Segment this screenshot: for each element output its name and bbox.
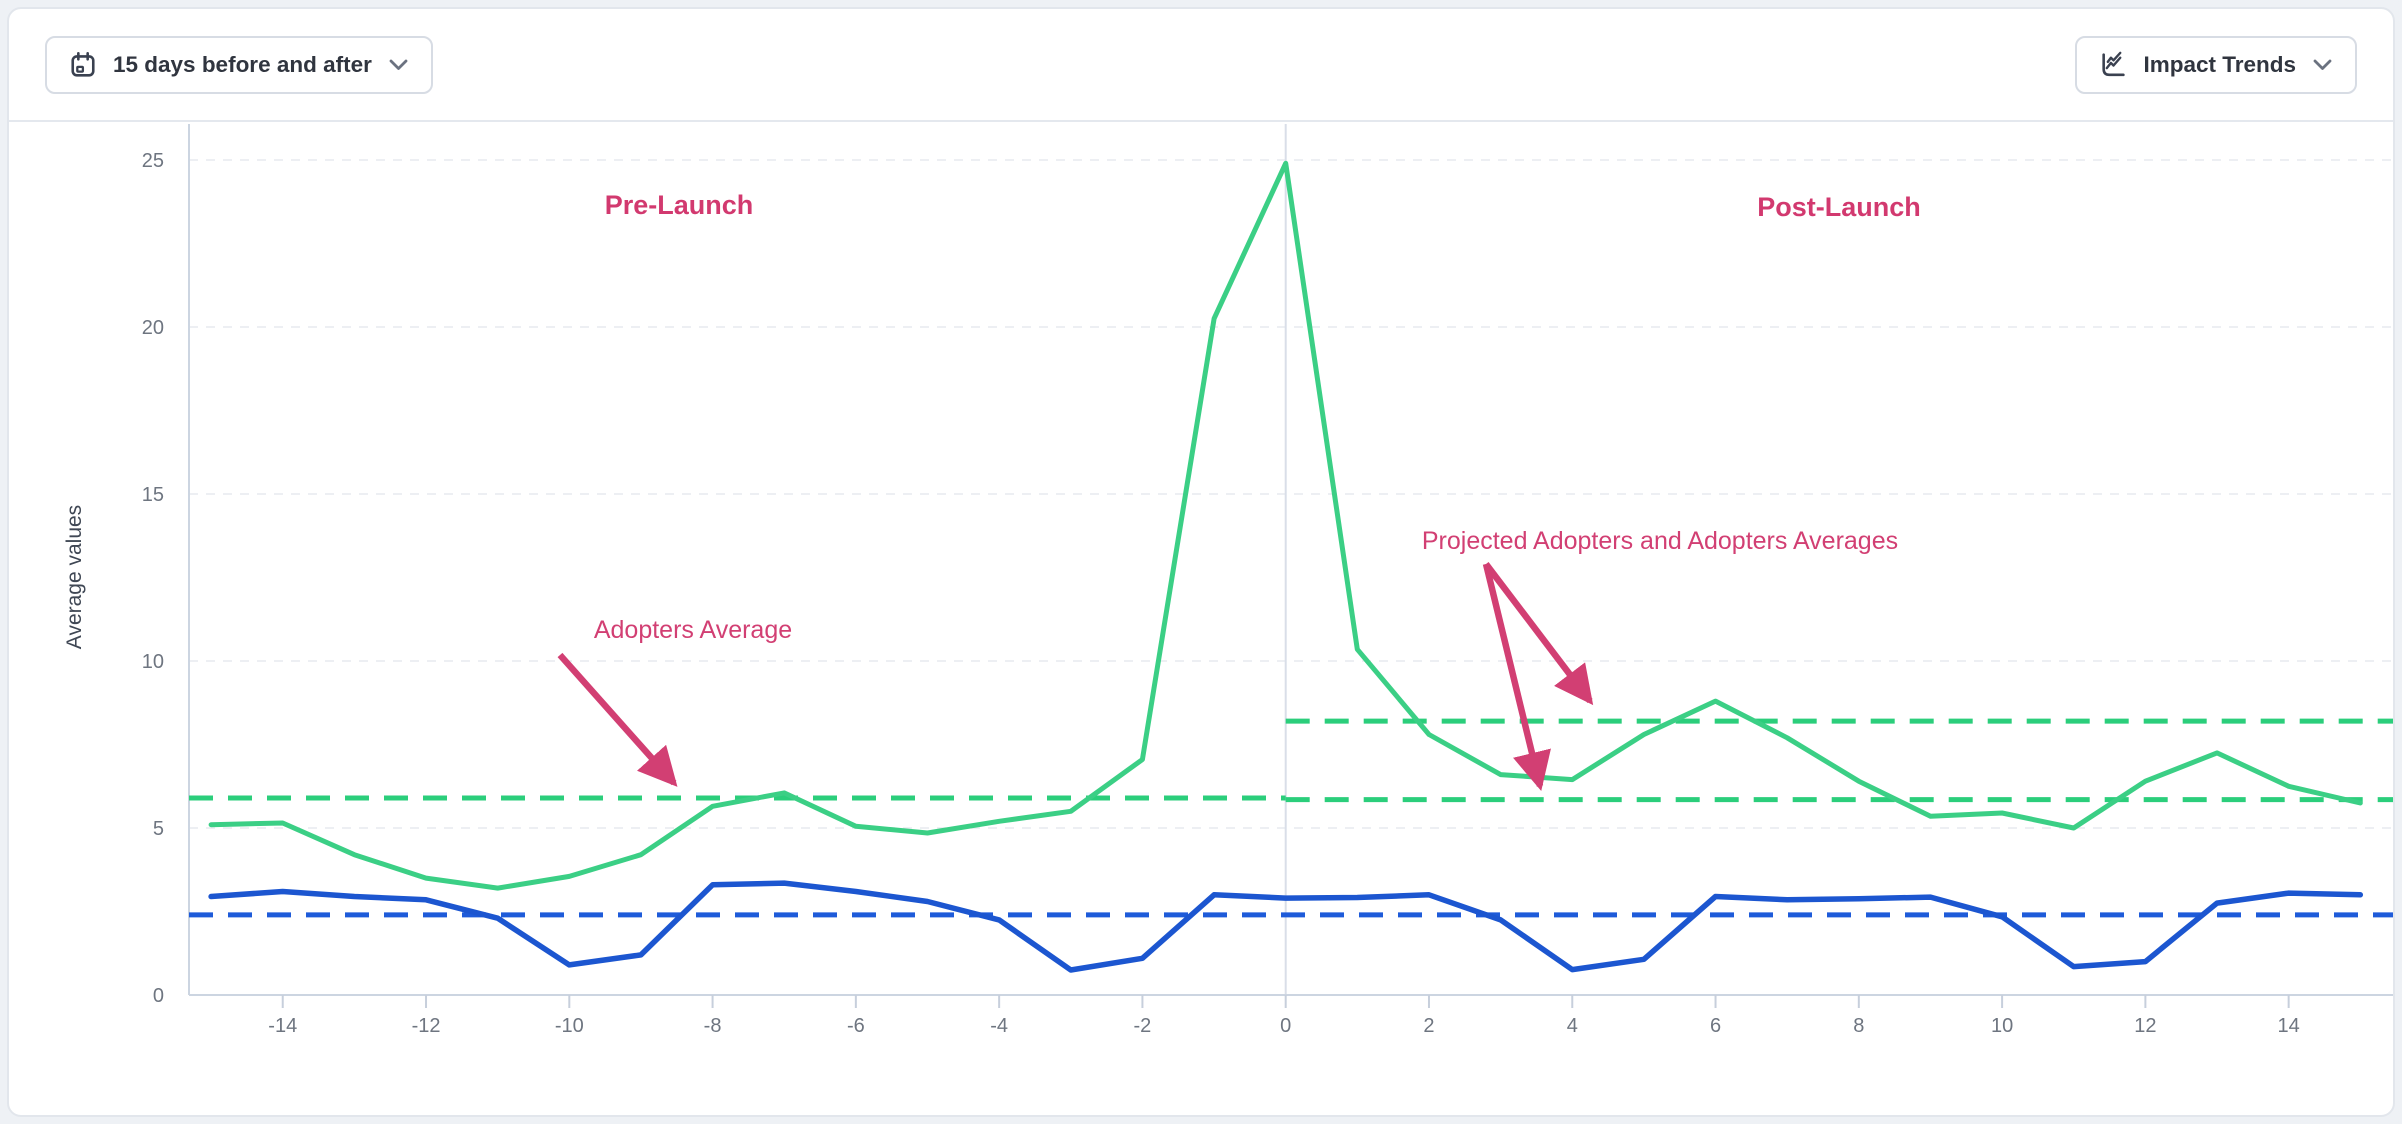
x-tick-label--4: -4 <box>990 1015 1008 1037</box>
x-tick-label--6: -6 <box>847 1015 865 1037</box>
secondary-line <box>208 880 2364 973</box>
chevron-down-icon <box>2312 57 2333 72</box>
y-tick-label-15: 15 <box>142 484 164 506</box>
calendar-icon <box>69 51 97 79</box>
chart-toolbar: 15 days before and after Impact Trends <box>9 9 2393 122</box>
impact-trends-chart: -14 -12 -10 -8 -6 -4 -2 0 2 4 6 8 10 12 14 0 5 10 15 20 25 Av… <box>9 122 2393 1115</box>
date-range-label: 15 days before and after <box>113 51 372 77</box>
x-tick-label-0: 0 <box>1280 1015 1291 1037</box>
y-axis-title: Average values <box>63 505 86 649</box>
adopters-line <box>208 160 2363 891</box>
x-tick-label-6: 6 <box>1710 1015 1721 1037</box>
y-tick-label-20: 20 <box>142 317 164 339</box>
chart-canvas: -14 -12 -10 -8 -6 -4 -2 0 2 4 6 8 10 12 14 0 5 10 15 20 25 Av… <box>63 124 2393 1037</box>
line-chart-icon <box>2099 51 2127 79</box>
x-tick-label-10: 10 <box>1991 1015 2013 1037</box>
projected-lower-arrow <box>1482 563 1551 792</box>
x-tick-label-2: 2 <box>1423 1015 1434 1037</box>
adopters-average-arrow <box>557 652 678 787</box>
x-tick-label--2: -2 <box>1134 1015 1152 1037</box>
y-tick-label-5: 5 <box>153 818 164 840</box>
post-launch-label: Post-Launch <box>1757 192 1921 222</box>
y-tick-label-0: 0 <box>153 985 164 1007</box>
x-tick-label--8: -8 <box>704 1015 722 1037</box>
impact-analysis-card: 15 days before and after Impact Trends <box>7 7 2395 1117</box>
chart-type-button[interactable]: Impact Trends <box>2075 35 2357 94</box>
adopters-average-label: Adopters Average <box>594 616 792 644</box>
x-tick-label-12: 12 <box>2134 1015 2156 1037</box>
x-tick-label--14: -14 <box>268 1015 297 1037</box>
x-tick-label-4: 4 <box>1567 1015 1578 1037</box>
projected-upper-arrow <box>1483 562 1594 706</box>
x-tick-label-8: 8 <box>1853 1015 1864 1037</box>
x-tick-label--10: -10 <box>555 1015 584 1037</box>
y-tick-label-25: 25 <box>142 150 164 172</box>
date-range-button[interactable]: 15 days before and after <box>45 35 433 94</box>
chart-type-label: Impact Trends <box>2143 51 2296 77</box>
y-tick-label-10: 10 <box>142 651 164 673</box>
x-tick-label--12: -12 <box>412 1015 441 1037</box>
pre-launch-label: Pre-Launch <box>605 190 754 220</box>
chevron-down-icon <box>388 57 409 72</box>
projected-averages-label: Projected Adopters and Adopters Averages <box>1422 527 1898 555</box>
x-tick-label-14: 14 <box>2278 1015 2300 1037</box>
